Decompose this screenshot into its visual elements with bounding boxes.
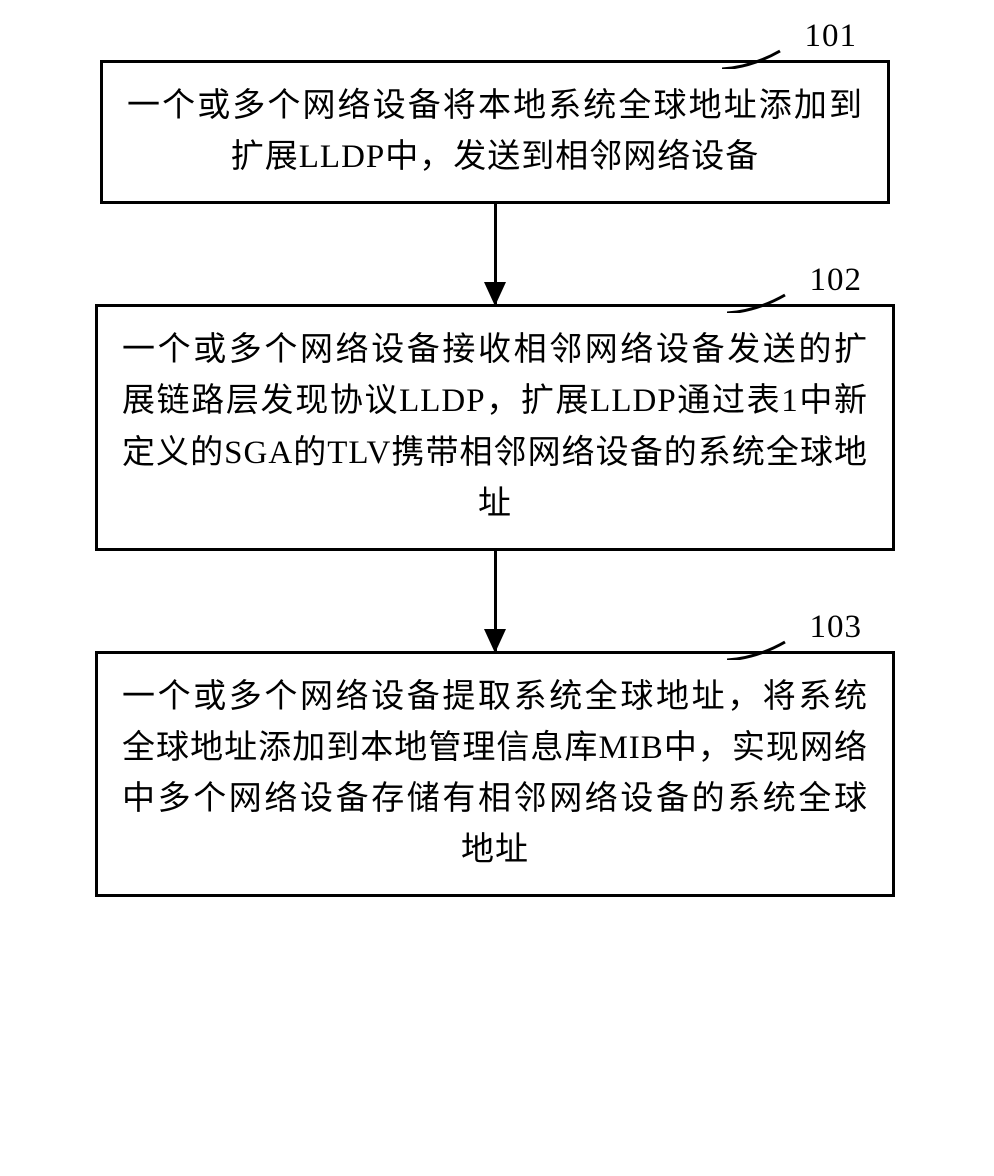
node-label-102: 102 xyxy=(810,255,863,306)
arrow-102-103 xyxy=(95,551,895,651)
callout-line-101 xyxy=(722,49,782,69)
flow-node-102: 102 一个或多个网络设备接收相邻网络设备发送的扩展链路层发现协议LLDP，扩展… xyxy=(95,304,895,551)
arrow-101-102 xyxy=(95,204,895,304)
node-text-102: 一个或多个网络设备接收相邻网络设备发送的扩展链路层发现协议LLDP，扩展LLDP… xyxy=(122,325,868,530)
node-text-103: 一个或多个网络设备提取系统全球地址，将系统全球地址添加到本地管理信息库MIB中，… xyxy=(122,672,868,877)
callout-line-102 xyxy=(727,293,787,313)
callout-line-103 xyxy=(727,640,787,660)
node-text-101: 一个或多个网络设备将本地系统全球地址添加到扩展LLDP中，发送到相邻网络设备 xyxy=(127,81,863,183)
flow-node-103: 103 一个或多个网络设备提取系统全球地址，将系统全球地址添加到本地管理信息库M… xyxy=(95,651,895,898)
flow-node-101: 101 一个或多个网络设备将本地系统全球地址添加到扩展LLDP中，发送到相邻网络… xyxy=(100,60,890,204)
flowchart-container: 101 一个或多个网络设备将本地系统全球地址添加到扩展LLDP中，发送到相邻网络… xyxy=(95,60,895,897)
node-label-101: 101 xyxy=(805,11,858,62)
node-label-103: 103 xyxy=(810,602,863,653)
